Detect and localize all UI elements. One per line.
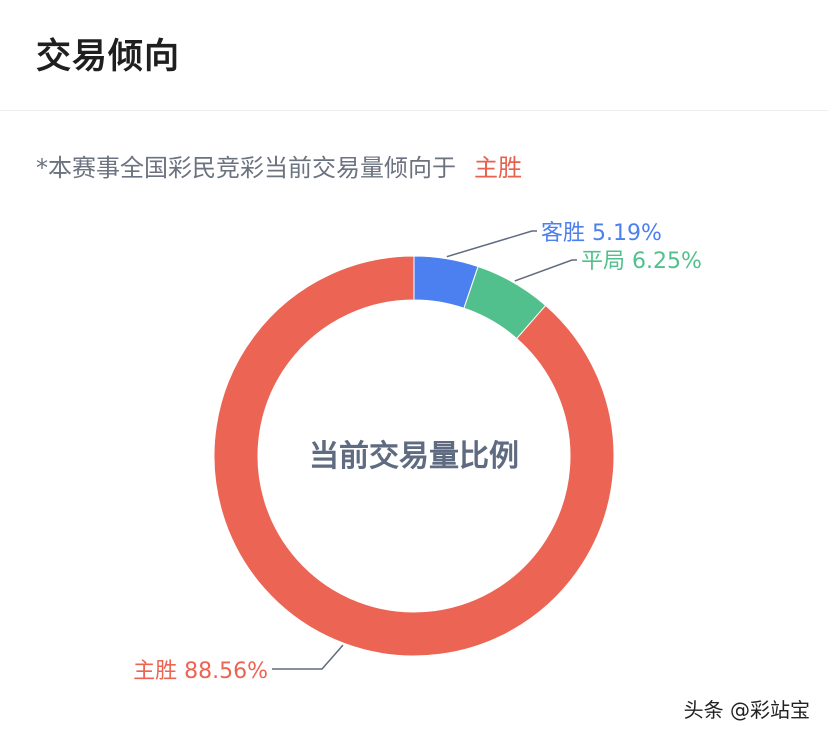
slice-labels: 客胜 5.19% 平局 6.25% 主胜 88.56% bbox=[133, 221, 702, 684]
leader-line-2 bbox=[514, 259, 577, 282]
tendency-highlight: 主胜 bbox=[474, 154, 522, 182]
watermark: 头条 @彩站宝 bbox=[683, 698, 810, 722]
slice-label-1: 客胜 5.19% bbox=[541, 221, 662, 246]
page-title: 交易倾向 bbox=[36, 37, 181, 77]
chart-center-label: 当前交易量比例 bbox=[309, 439, 519, 474]
leader-lines bbox=[272, 230, 577, 670]
subtitle-text: *本赛事全国彩民竞彩当前交易量倾向于 bbox=[36, 154, 456, 182]
slice-label-2: 平局 6.25% bbox=[581, 249, 702, 274]
donut-slice-3 bbox=[213, 255, 615, 657]
leader-line-1 bbox=[446, 230, 537, 258]
donut-slices bbox=[213, 255, 615, 657]
header: 交易倾向 bbox=[0, 0, 828, 111]
leader-line-3 bbox=[272, 644, 344, 670]
trade-tendency-subtitle: *本赛事全国彩民竞彩当前交易量倾向于 主胜 bbox=[36, 148, 522, 183]
slice-label-3: 主胜 88.56% bbox=[133, 659, 268, 684]
